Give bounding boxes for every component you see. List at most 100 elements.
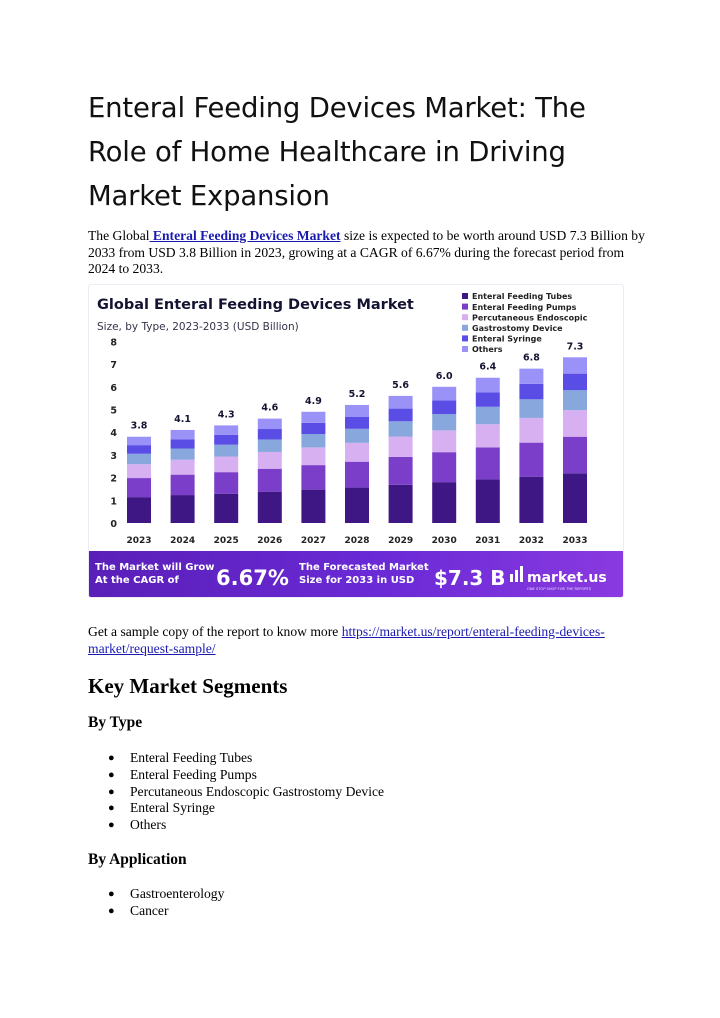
bar-segment: [475, 447, 500, 480]
x-tick-label: 2027: [301, 536, 326, 546]
bar-segment: [388, 484, 413, 523]
list-item: ● Others: [88, 817, 384, 834]
list-item: ● Enteral Syringe: [88, 800, 384, 817]
chart-title: Global Enteral Feeding Devices Market: [97, 297, 414, 313]
list-item: ● Enteral Feeding Pumps: [88, 767, 384, 784]
bar-segment: [345, 404, 369, 417]
y-tick-label: 5: [110, 406, 117, 417]
bar-segment: [432, 386, 457, 401]
bullet-icon: ●: [108, 819, 115, 832]
bar-total-label: 7.3: [567, 341, 584, 352]
forecast-caption-line1: The Forecasted Market: [299, 562, 429, 573]
segments-heading: Key Market Segments: [88, 674, 288, 698]
bar-segment: [345, 442, 369, 462]
forecast-caption-line2: Size for 2033 in USD: [299, 575, 414, 586]
bar-segment: [170, 429, 195, 440]
cagr-caption-line1: The Market will Grow: [95, 562, 215, 573]
bullet-icon: ●: [108, 768, 115, 781]
by-type-heading: By Type: [88, 714, 143, 731]
list-item: ● Cancer: [88, 903, 224, 920]
stacked-bar-chart: 0 1 2 3 4 5 6 7 8 Global Enteral Feeding Devices…: [89, 292, 623, 597]
market-chart-infographic: 0 1 2 3 4 5 6 7 8 Global Enteral Feeding Devices…: [88, 284, 624, 598]
bar-segment: [475, 424, 500, 448]
bar-segment: [301, 411, 326, 423]
bar-segment: [519, 442, 544, 477]
bar-segment: [345, 428, 369, 443]
sample-request-link[interactable]: https://market.us/report/enteral-feeding…: [88, 624, 605, 656]
bar-segment: [257, 468, 282, 492]
x-tick-label: 2028: [344, 536, 369, 546]
list-item: ● Enteral Feeding Tubes: [88, 750, 384, 767]
by-application-list: ● Gastroenterology ● Cancer: [88, 886, 224, 920]
bar-segment: [563, 357, 587, 374]
bar-segment: [301, 465, 326, 490]
bar-segment: [214, 472, 239, 494]
y-tick-label: 7: [110, 360, 117, 371]
bar-total-label: 6.4: [479, 362, 496, 373]
bar-segment: [301, 489, 326, 523]
bar-segment: [519, 476, 544, 523]
bar-segment: [257, 451, 282, 469]
x-tick-label: 2033: [562, 536, 587, 546]
bar-segment: [127, 436, 151, 446]
x-tick-label: 2024: [170, 536, 195, 546]
legend-swatch: [462, 335, 468, 342]
bar-total-label: 4.9: [305, 396, 322, 407]
bar-segment: [127, 464, 151, 479]
list-item-label: Cancer: [130, 902, 169, 918]
legend-swatch: [462, 303, 468, 310]
brand-name: market.us: [527, 570, 607, 586]
x-tick-label: 2023: [126, 536, 151, 546]
bar-total-label: 6.0: [436, 371, 453, 382]
bar-segment: [563, 473, 587, 523]
bar-segment: [475, 479, 500, 523]
y-tick-label: 1: [110, 496, 117, 507]
bar-total-label: 4.6: [261, 403, 278, 414]
legend-label: Enteral Feeding Tubes: [472, 292, 572, 301]
bar-segment: [301, 422, 326, 435]
bar-segment: [475, 377, 500, 393]
legend-label: Gastrostomy Device: [472, 324, 563, 333]
bar-segment: [519, 383, 544, 400]
bar-segment: [257, 491, 282, 523]
bar-segment: [563, 373, 587, 391]
bar-segment: [388, 436, 413, 457]
market-us-logo-icon: [510, 566, 523, 582]
bullet-icon: ●: [108, 802, 115, 815]
logo-bar: [520, 566, 523, 582]
bar-segment: [432, 482, 457, 523]
bar-segment: [257, 418, 282, 430]
market-report-link[interactable]: Enteral Feeding Devices Market: [149, 228, 341, 243]
bar-segment: [127, 478, 151, 498]
bar-segment: [170, 448, 195, 460]
bar-total-label: 5.6: [392, 380, 409, 391]
x-tick-label: 2026: [257, 536, 282, 546]
legend-label: Percutaneous Endoscopic: [472, 313, 588, 322]
x-tick-label: 2032: [519, 536, 544, 546]
y-tick-label: 0: [110, 519, 117, 530]
legend-swatch: [462, 324, 468, 331]
bar-segment: [388, 395, 413, 409]
list-item-label: Others: [130, 817, 167, 833]
bar-segment: [127, 445, 151, 454]
list-item-label: Enteral Feeding Tubes: [130, 750, 253, 765]
intro-paragraph: The Global Enteral Feeding Devices Marke…: [88, 228, 648, 278]
bullet-icon: ●: [108, 785, 115, 798]
bar-segment: [563, 390, 587, 411]
bar-segment: [563, 436, 587, 474]
bar-segment: [214, 434, 239, 445]
sample-paragraph: Get a sample copy of the report to know …: [88, 624, 648, 657]
chart-subtitle: Size, by Type, 2023-2033 (USD Billion): [97, 321, 299, 333]
y-tick-label: 6: [110, 383, 117, 394]
bar-total-label: 5.2: [349, 389, 366, 400]
y-tick-label: 8: [110, 337, 117, 348]
bar-segment: [127, 453, 151, 465]
bar-segment: [563, 410, 587, 437]
list-item-label: Percutaneous Endoscopic Gastrostomy Devi…: [130, 783, 385, 799]
x-tick-label: 2031: [475, 536, 500, 546]
x-tick-label: 2030: [432, 536, 457, 546]
bar-segment: [345, 487, 369, 523]
cagr-value: 6.67%: [216, 566, 289, 590]
forecast-value: $7.3 B: [434, 566, 506, 590]
y-tick-label: 3: [110, 451, 117, 462]
